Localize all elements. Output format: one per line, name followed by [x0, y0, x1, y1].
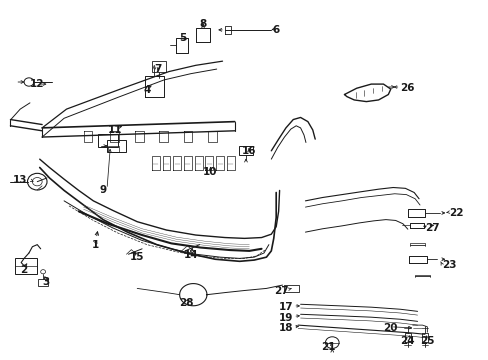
Text: 18: 18	[278, 323, 293, 333]
Bar	[98, 134, 118, 147]
Bar	[108, 146, 119, 152]
Text: 5: 5	[179, 33, 186, 43]
Text: 24: 24	[400, 336, 414, 346]
Text: 16: 16	[242, 146, 256, 156]
Bar	[107, 140, 126, 152]
Bar	[238, 146, 253, 155]
Text: 14: 14	[183, 250, 198, 260]
Text: 19: 19	[278, 312, 293, 323]
Text: 26: 26	[400, 83, 414, 93]
Text: 4: 4	[143, 85, 150, 95]
Text: 9: 9	[100, 185, 107, 195]
Text: 8: 8	[199, 19, 206, 29]
Text: 23: 23	[441, 261, 456, 270]
Text: 27: 27	[424, 223, 439, 233]
Text: 10: 10	[203, 167, 217, 177]
Text: 12: 12	[30, 79, 44, 89]
Text: 1: 1	[92, 240, 99, 249]
Bar	[15, 258, 37, 274]
Text: 3: 3	[42, 277, 50, 287]
Text: 20: 20	[383, 323, 397, 333]
Bar	[38, 279, 48, 286]
Text: 7: 7	[154, 64, 162, 75]
Bar	[152, 61, 165, 72]
Text: 6: 6	[272, 25, 279, 35]
Text: 13: 13	[13, 175, 27, 185]
Text: 15: 15	[130, 252, 144, 262]
Text: 22: 22	[448, 208, 463, 219]
Text: 21: 21	[321, 342, 335, 352]
Text: 25: 25	[419, 336, 434, 346]
Text: 11: 11	[108, 125, 122, 135]
Text: 17: 17	[278, 302, 293, 312]
Text: 27: 27	[273, 285, 288, 296]
Text: 2: 2	[20, 265, 28, 275]
Text: 28: 28	[179, 298, 193, 308]
